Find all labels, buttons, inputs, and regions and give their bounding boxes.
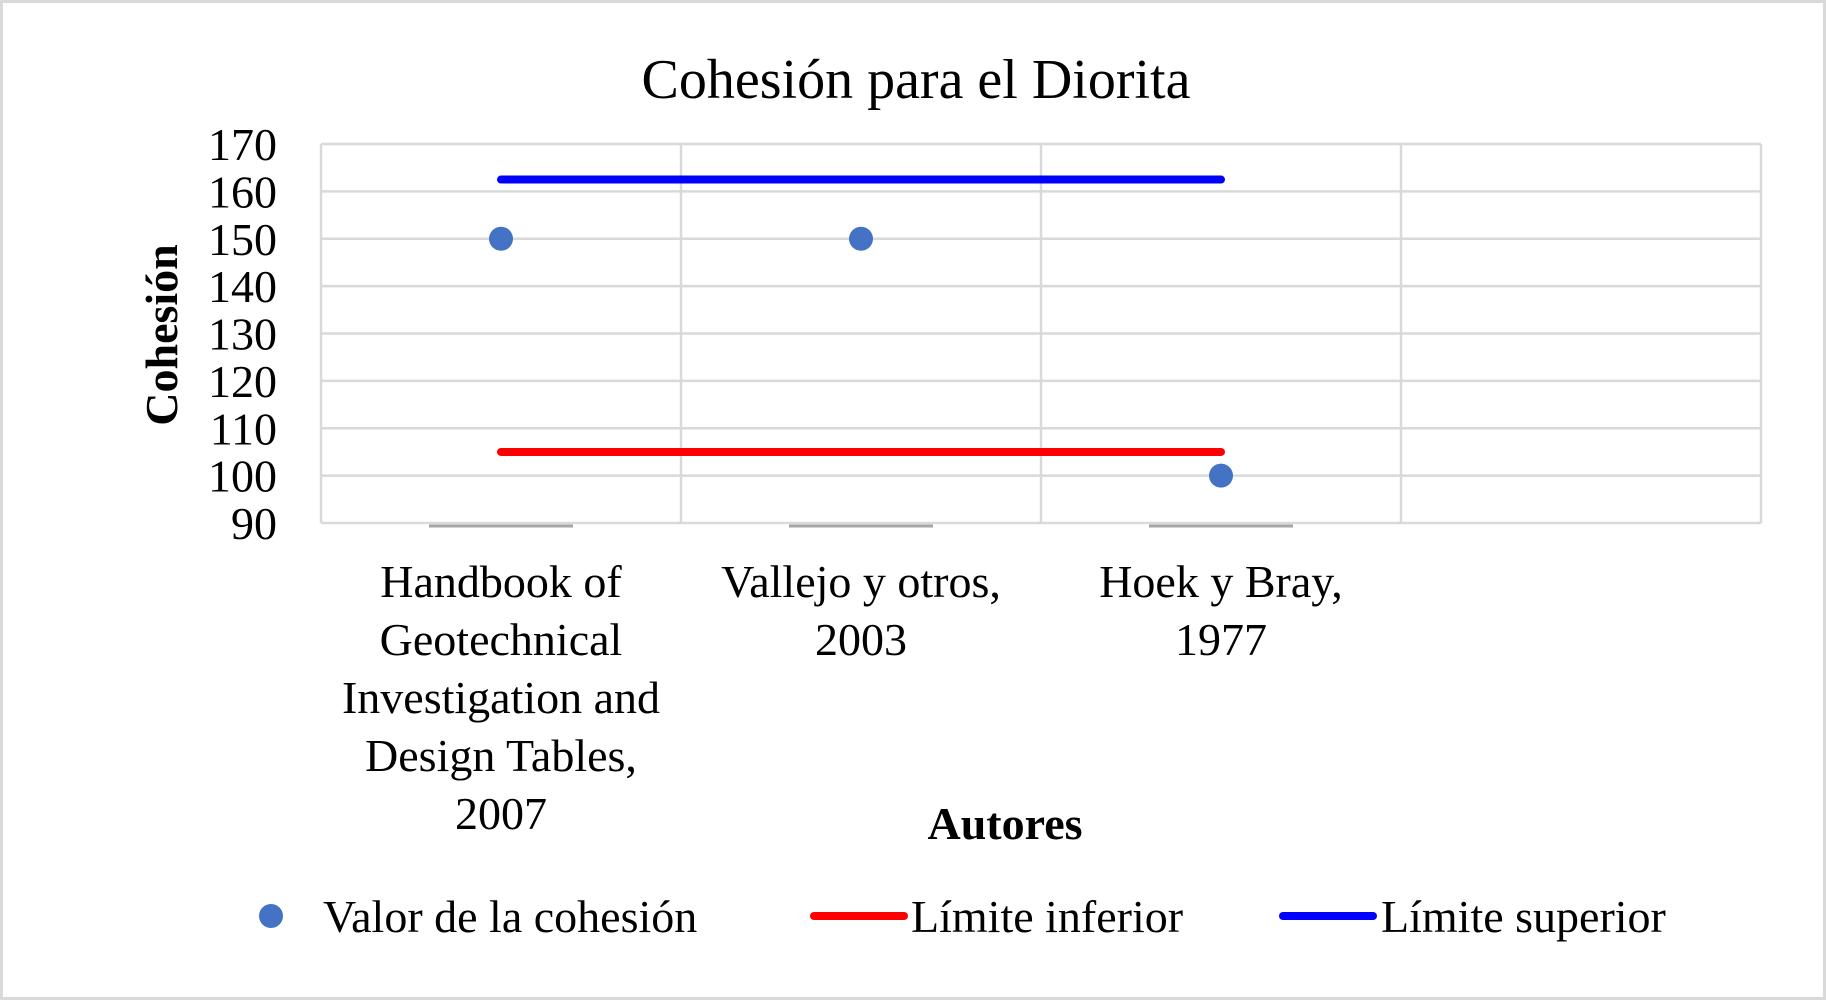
legend-label: Límite inferior — [911, 891, 1183, 942]
data-point — [849, 226, 873, 251]
y-tick-label: 170 — [208, 119, 277, 170]
x-category-label: Vallejo y otros, 2003 — [721, 556, 1001, 665]
x-category-labels: Handbook of Geotechnical Investigation and… — [342, 556, 1343, 839]
y-tick-label: 110 — [210, 403, 277, 454]
legend-marker — [259, 904, 283, 928]
legend-label: Límite superior — [1381, 891, 1666, 942]
y-tick-label: 100 — [208, 451, 277, 502]
y-tick-label: 140 — [208, 261, 277, 312]
y-tick-label: 90 — [231, 498, 277, 549]
x-category-label: Handbook of Geotechnical Investigation and… — [342, 556, 660, 839]
data-point — [489, 226, 513, 251]
y-tick-label: 160 — [208, 166, 277, 217]
legend-label: Valor de la cohesión — [323, 891, 697, 942]
x-category-label: Hoek y Bray, 1977 — [1099, 556, 1343, 665]
y-tick-label: 120 — [208, 356, 277, 407]
legend: Valor de la cohesión Límite inferior Límit… — [259, 891, 1666, 942]
x-axis-title: Autores — [927, 798, 1082, 849]
y-axis-title: Cohesión — [136, 244, 187, 425]
chart-title: Cohesión para el Diorita — [642, 49, 1191, 111]
chart-svg: Cohesión para el Diorita 170160150140130… — [136, 49, 1763, 942]
grid-layer — [319, 142, 1763, 528]
data-point — [1209, 463, 1233, 488]
series-layer — [489, 175, 1233, 488]
y-tick-label: 150 — [208, 214, 277, 265]
y-tick-label: 130 — [208, 309, 277, 360]
